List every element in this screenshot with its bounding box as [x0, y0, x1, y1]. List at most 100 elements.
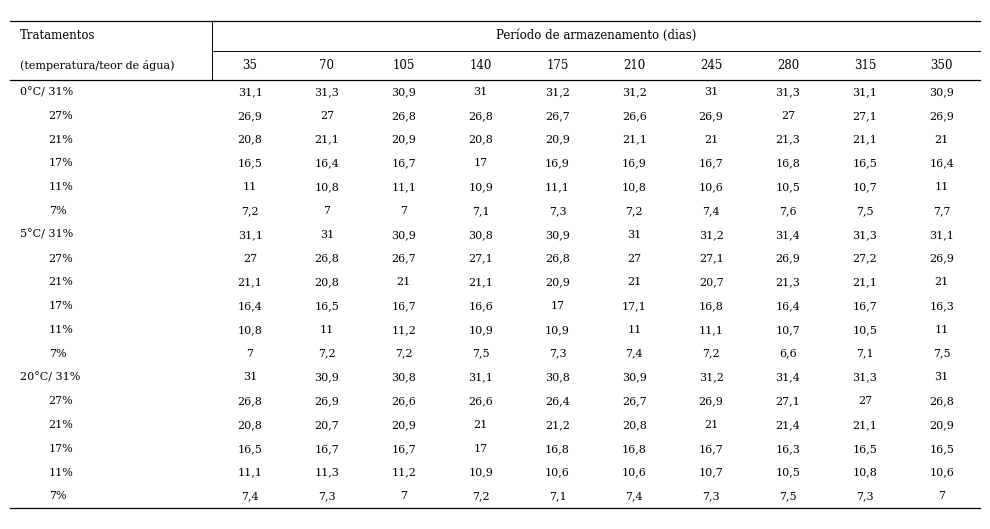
Text: 7,5: 7,5	[933, 349, 950, 359]
Text: 11: 11	[320, 325, 334, 335]
Text: 16,7: 16,7	[391, 159, 416, 168]
Text: 31: 31	[704, 87, 719, 97]
Text: 16,5: 16,5	[852, 444, 877, 454]
Text: 7: 7	[939, 491, 945, 501]
Text: 27,1: 27,1	[852, 111, 877, 121]
Text: 26,9: 26,9	[930, 111, 954, 121]
Text: 26,8: 26,8	[238, 396, 262, 406]
Text: 26,9: 26,9	[699, 111, 724, 121]
Text: 11: 11	[628, 325, 642, 335]
Text: 16,3: 16,3	[930, 301, 954, 311]
Text: 245: 245	[700, 59, 723, 72]
Text: 10,9: 10,9	[545, 325, 570, 335]
Text: 30,8: 30,8	[391, 372, 416, 382]
Text: 7,4: 7,4	[242, 491, 259, 501]
Text: 31,2: 31,2	[622, 87, 646, 97]
Text: 21,1: 21,1	[852, 135, 877, 145]
Text: 10,7: 10,7	[699, 468, 724, 478]
Text: 16,3: 16,3	[775, 444, 801, 454]
Text: 10,5: 10,5	[852, 325, 877, 335]
Text: 7,2: 7,2	[242, 206, 259, 216]
Text: 16,5: 16,5	[930, 444, 954, 454]
Text: 7%: 7%	[49, 349, 66, 359]
Text: 20,9: 20,9	[545, 135, 570, 145]
Text: 27,1: 27,1	[699, 253, 724, 263]
Text: 20,9: 20,9	[391, 420, 416, 430]
Text: 30,9: 30,9	[622, 372, 646, 382]
Text: 27: 27	[781, 111, 795, 121]
Text: 11: 11	[935, 325, 948, 335]
Text: 7,4: 7,4	[626, 349, 644, 359]
Text: 26,8: 26,8	[930, 396, 954, 406]
Text: 11%: 11%	[49, 183, 73, 192]
Text: 7,7: 7,7	[933, 206, 950, 216]
Text: 7,2: 7,2	[472, 491, 489, 501]
Text: 21,2: 21,2	[545, 420, 570, 430]
Text: 21,1: 21,1	[315, 135, 340, 145]
Text: 21,3: 21,3	[775, 135, 801, 145]
Text: 16,7: 16,7	[852, 301, 877, 311]
Text: 21%: 21%	[49, 135, 73, 145]
Text: 16,7: 16,7	[391, 301, 416, 311]
Text: 105: 105	[393, 59, 415, 72]
Text: 16,8: 16,8	[622, 444, 646, 454]
Text: 16,4: 16,4	[930, 159, 954, 168]
Text: 16,7: 16,7	[699, 444, 724, 454]
Text: 31,1: 31,1	[238, 87, 262, 97]
Text: 30,8: 30,8	[545, 372, 570, 382]
Text: 70: 70	[320, 59, 335, 72]
Text: 21: 21	[935, 277, 948, 287]
Text: 31,1: 31,1	[852, 87, 877, 97]
Text: 16,5: 16,5	[852, 159, 877, 168]
Text: 16,8: 16,8	[545, 444, 570, 454]
Text: 31,1: 31,1	[930, 230, 954, 240]
Text: 17,1: 17,1	[622, 301, 646, 311]
Text: 30,9: 30,9	[545, 230, 570, 240]
Text: 7,5: 7,5	[472, 349, 489, 359]
Text: 11,1: 11,1	[391, 183, 416, 192]
Text: 16,7: 16,7	[315, 444, 340, 454]
Text: 10,9: 10,9	[468, 468, 493, 478]
Text: 31: 31	[935, 372, 948, 382]
Text: 7,2: 7,2	[702, 349, 720, 359]
Text: 21,3: 21,3	[775, 277, 801, 287]
Text: 10,8: 10,8	[622, 183, 646, 192]
Text: 16,6: 16,6	[468, 301, 493, 311]
Text: 7,5: 7,5	[779, 491, 797, 501]
Text: 0°C/ 31%: 0°C/ 31%	[20, 87, 73, 97]
Text: 30,9: 30,9	[391, 230, 416, 240]
Text: 26,9: 26,9	[238, 111, 262, 121]
Text: 11,2: 11,2	[391, 468, 416, 478]
Text: 7,2: 7,2	[395, 349, 413, 359]
Text: 16,4: 16,4	[238, 301, 262, 311]
Text: 280: 280	[777, 59, 799, 72]
Text: 10,8: 10,8	[238, 325, 262, 335]
Text: 31,3: 31,3	[315, 87, 340, 97]
Text: 10,8: 10,8	[852, 468, 877, 478]
Text: 27: 27	[628, 253, 642, 263]
Text: 350: 350	[931, 59, 953, 72]
Text: 27: 27	[857, 396, 872, 406]
Text: 7,3: 7,3	[548, 349, 566, 359]
Text: 26,8: 26,8	[545, 253, 570, 263]
Text: 21,1: 21,1	[468, 277, 493, 287]
Text: 11,1: 11,1	[238, 468, 262, 478]
Text: 26,7: 26,7	[545, 111, 570, 121]
Text: 7,3: 7,3	[318, 491, 336, 501]
Text: 6,6: 6,6	[779, 349, 797, 359]
Text: 31,2: 31,2	[699, 230, 724, 240]
Text: 26,7: 26,7	[622, 396, 646, 406]
Text: 21%: 21%	[49, 420, 73, 430]
Text: 7,6: 7,6	[779, 206, 797, 216]
Text: 16,7: 16,7	[391, 444, 416, 454]
Text: 7: 7	[247, 349, 253, 359]
Text: 16,4: 16,4	[315, 159, 340, 168]
Text: 26,9: 26,9	[930, 253, 954, 263]
Text: 17%: 17%	[49, 444, 73, 454]
Text: 31: 31	[320, 230, 334, 240]
Text: 21: 21	[628, 277, 642, 287]
Text: 31: 31	[628, 230, 642, 240]
Text: 31,3: 31,3	[852, 372, 877, 382]
Text: 26,6: 26,6	[622, 111, 646, 121]
Text: 17%: 17%	[49, 159, 73, 168]
